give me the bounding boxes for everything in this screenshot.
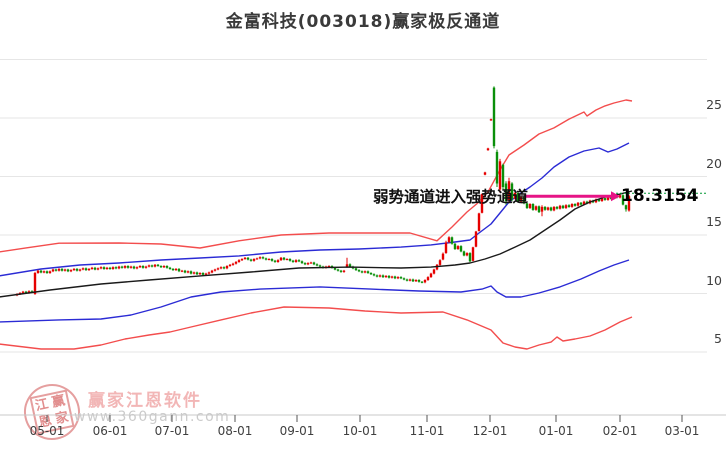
y-axis-label: 20 xyxy=(706,155,722,171)
channel-signal-annotation: 弱势通道进入强势通道 xyxy=(372,188,528,206)
y-axis-label: 25 xyxy=(706,97,722,112)
x-axis xyxy=(0,414,726,422)
channel-upper-blue-line xyxy=(0,142,630,277)
signal-arrow xyxy=(524,191,620,202)
current-price-label: 18.3154 xyxy=(621,186,699,206)
x-axis-label: 06-01 xyxy=(92,424,128,438)
x-axis-label: 12-01 xyxy=(472,424,508,438)
x-axis-label: 07-01 xyxy=(154,424,190,438)
y-axis-label: 10 xyxy=(706,272,722,288)
x-axis-label: 01-01 xyxy=(538,424,574,438)
channel-lower-blue-line xyxy=(0,259,630,323)
x-axis-label: 05-01 xyxy=(29,424,65,438)
y-axis-label: 15 xyxy=(706,214,722,229)
chart-title: 金富科技(003018)赢家极反通道 xyxy=(225,12,501,32)
x-axis-label: 10-01 xyxy=(342,424,378,438)
x-axis-label: 03-01 xyxy=(664,424,700,438)
channel-middle-black-line xyxy=(0,190,633,298)
channel-lower-red-line xyxy=(0,306,633,350)
grid-lines xyxy=(0,59,707,353)
x-axis-label: 02-01 xyxy=(602,424,638,438)
x-axis-label: 08-01 xyxy=(217,424,253,438)
x-axis-label: 11-01 xyxy=(409,424,445,438)
y-axis-label: 5 xyxy=(714,331,722,346)
x-axis-label: 09-01 xyxy=(279,424,315,438)
channel-upper-red-line xyxy=(0,99,633,253)
